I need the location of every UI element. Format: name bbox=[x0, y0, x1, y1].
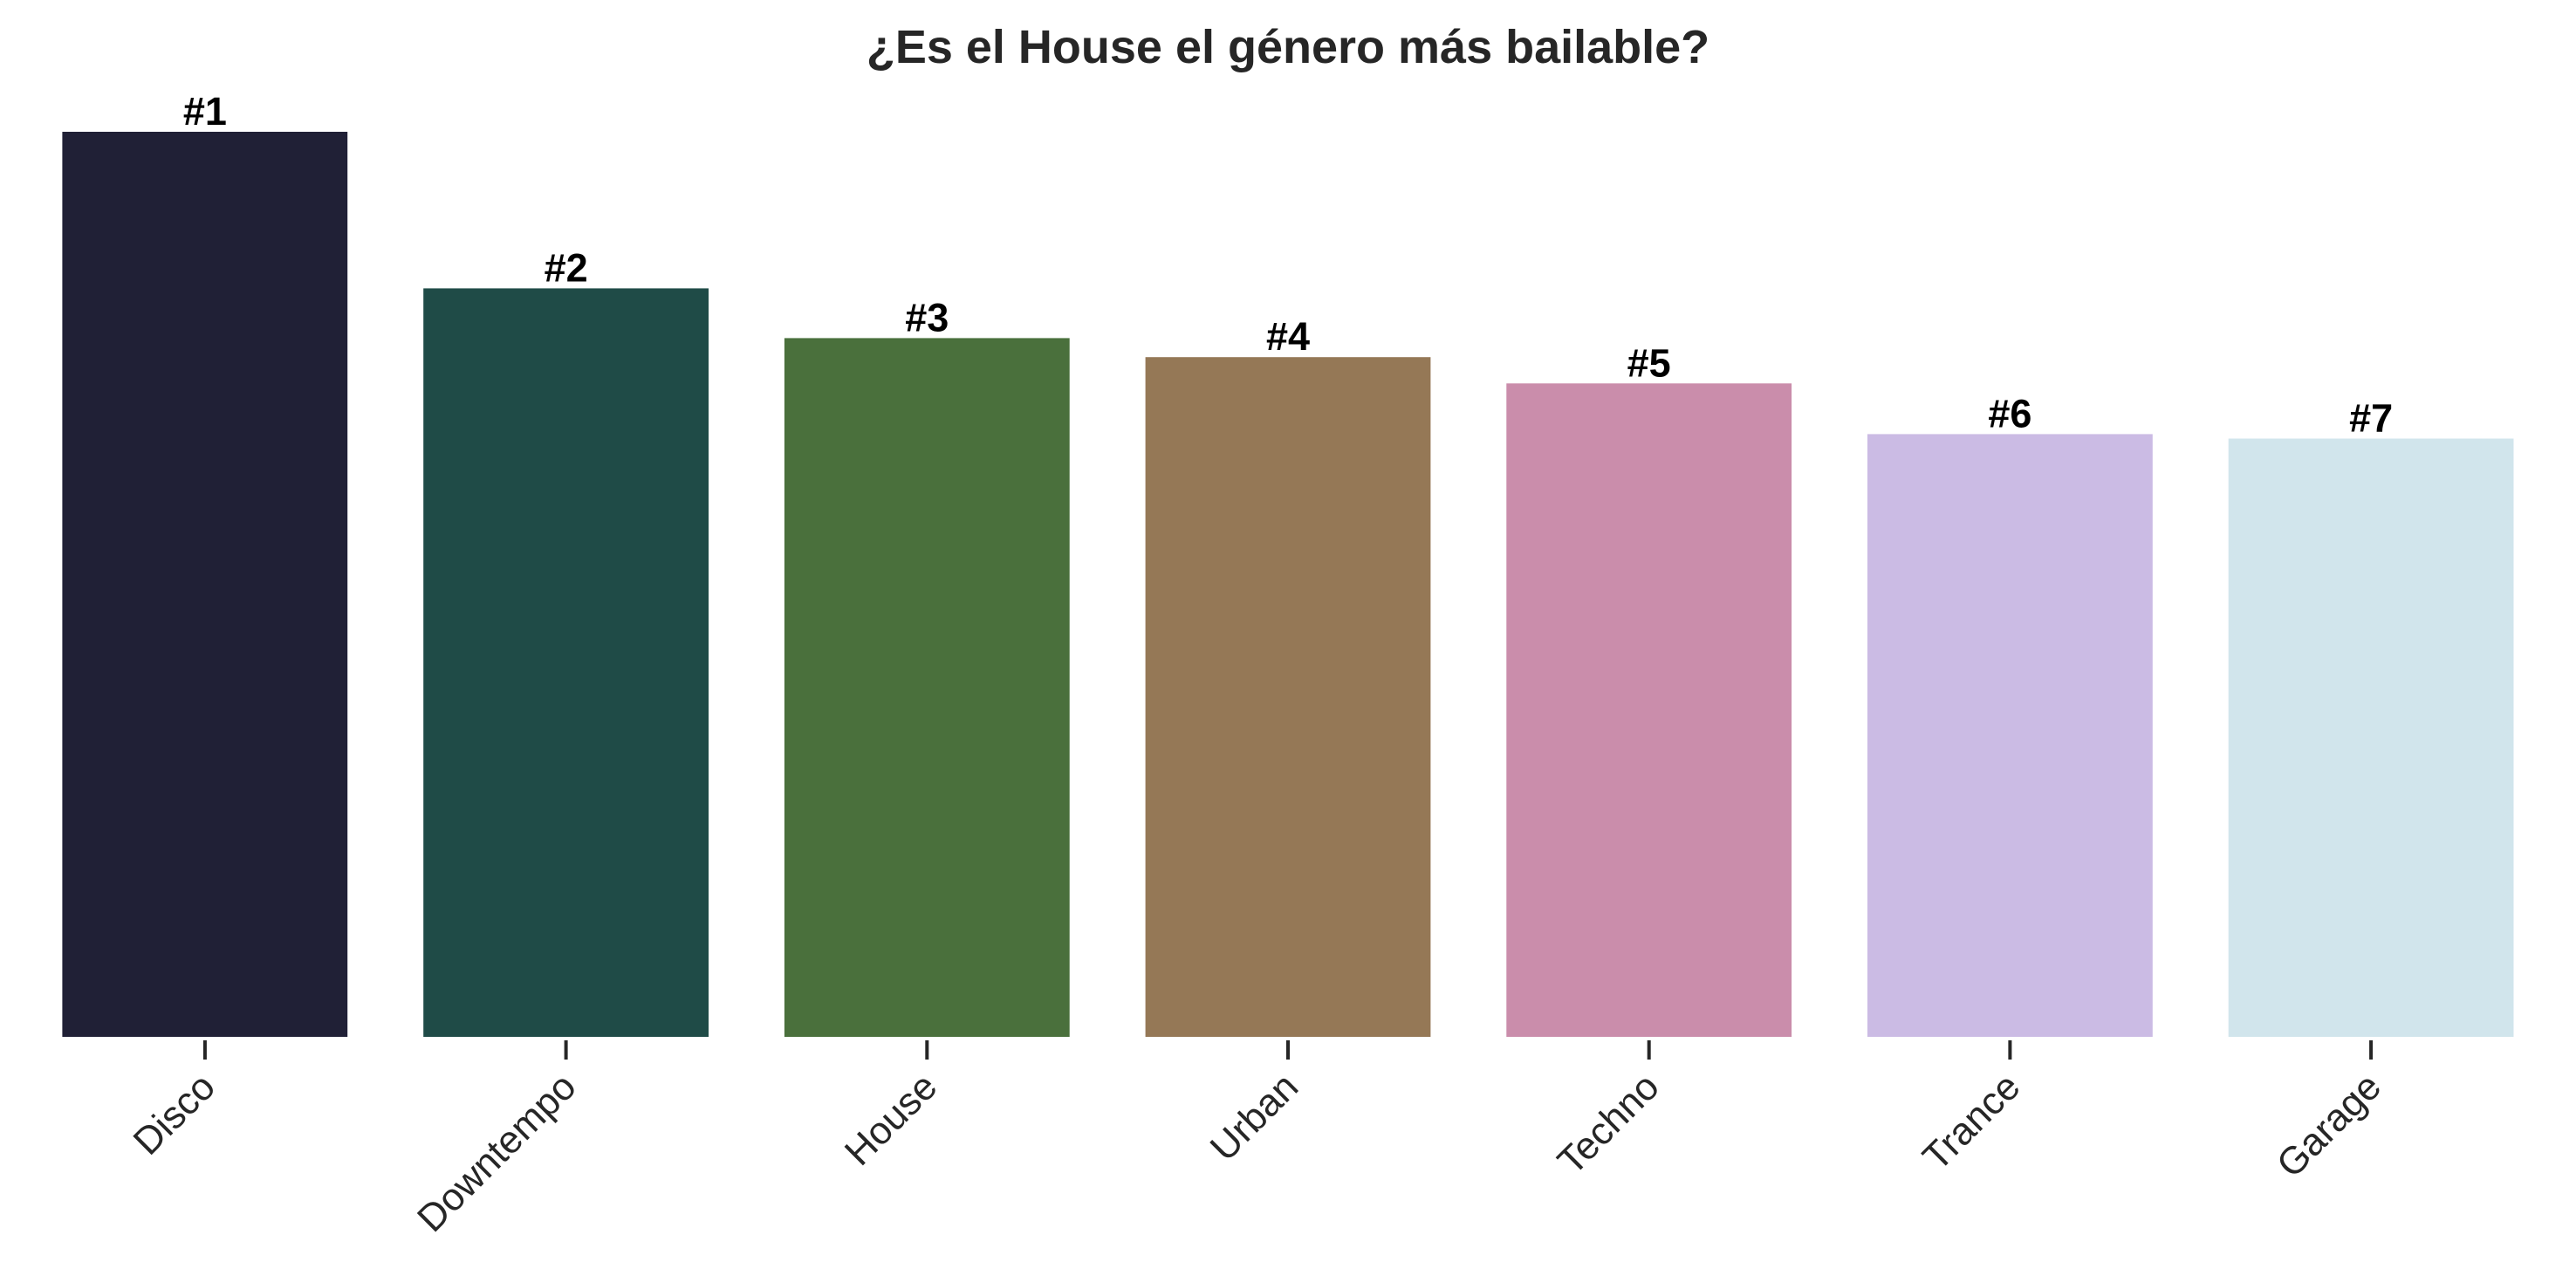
rank-label-trance: #6 bbox=[1988, 391, 2031, 436]
rank-label-garage: #7 bbox=[2349, 396, 2393, 441]
rank-label-house: #3 bbox=[905, 295, 949, 340]
x-tick-label-techno: Techno bbox=[1550, 1065, 1668, 1183]
rank-labels-group: #1 #2 #3 #4 #5 #6 #7 bbox=[183, 89, 2393, 441]
bar-downtempo bbox=[423, 288, 709, 1037]
x-tick-label-trance: Trance bbox=[1915, 1065, 2028, 1178]
bars-group bbox=[62, 132, 2514, 1037]
rank-label-downtempo: #2 bbox=[545, 245, 588, 290]
rank-label-disco: #1 bbox=[183, 89, 227, 134]
bar-trance bbox=[1867, 434, 2153, 1037]
bar-house bbox=[784, 338, 1070, 1037]
bar-disco bbox=[62, 132, 348, 1037]
bar-urban bbox=[1145, 357, 1431, 1037]
chart-title: ¿Es el House el género más bailable? bbox=[867, 21, 1709, 73]
x-tick-label-garage: Garage bbox=[2269, 1065, 2389, 1185]
x-ticks-group bbox=[202, 1040, 2374, 1060]
x-tick-label-disco: Disco bbox=[126, 1065, 223, 1163]
bar-garage bbox=[2228, 438, 2514, 1037]
x-tick-label-downtempo: Downtempo bbox=[409, 1065, 585, 1240]
rank-label-urban: #4 bbox=[1266, 314, 1310, 359]
x-tick-labels-group: Disco Downtempo House Urban Techno Trance Gara… bbox=[126, 1065, 2390, 1240]
x-tick-label-house: House bbox=[837, 1065, 946, 1174]
rank-label-techno: #5 bbox=[1627, 340, 1671, 385]
bar-techno bbox=[1506, 383, 1792, 1037]
x-tick-label-urban: Urban bbox=[1202, 1065, 1306, 1169]
